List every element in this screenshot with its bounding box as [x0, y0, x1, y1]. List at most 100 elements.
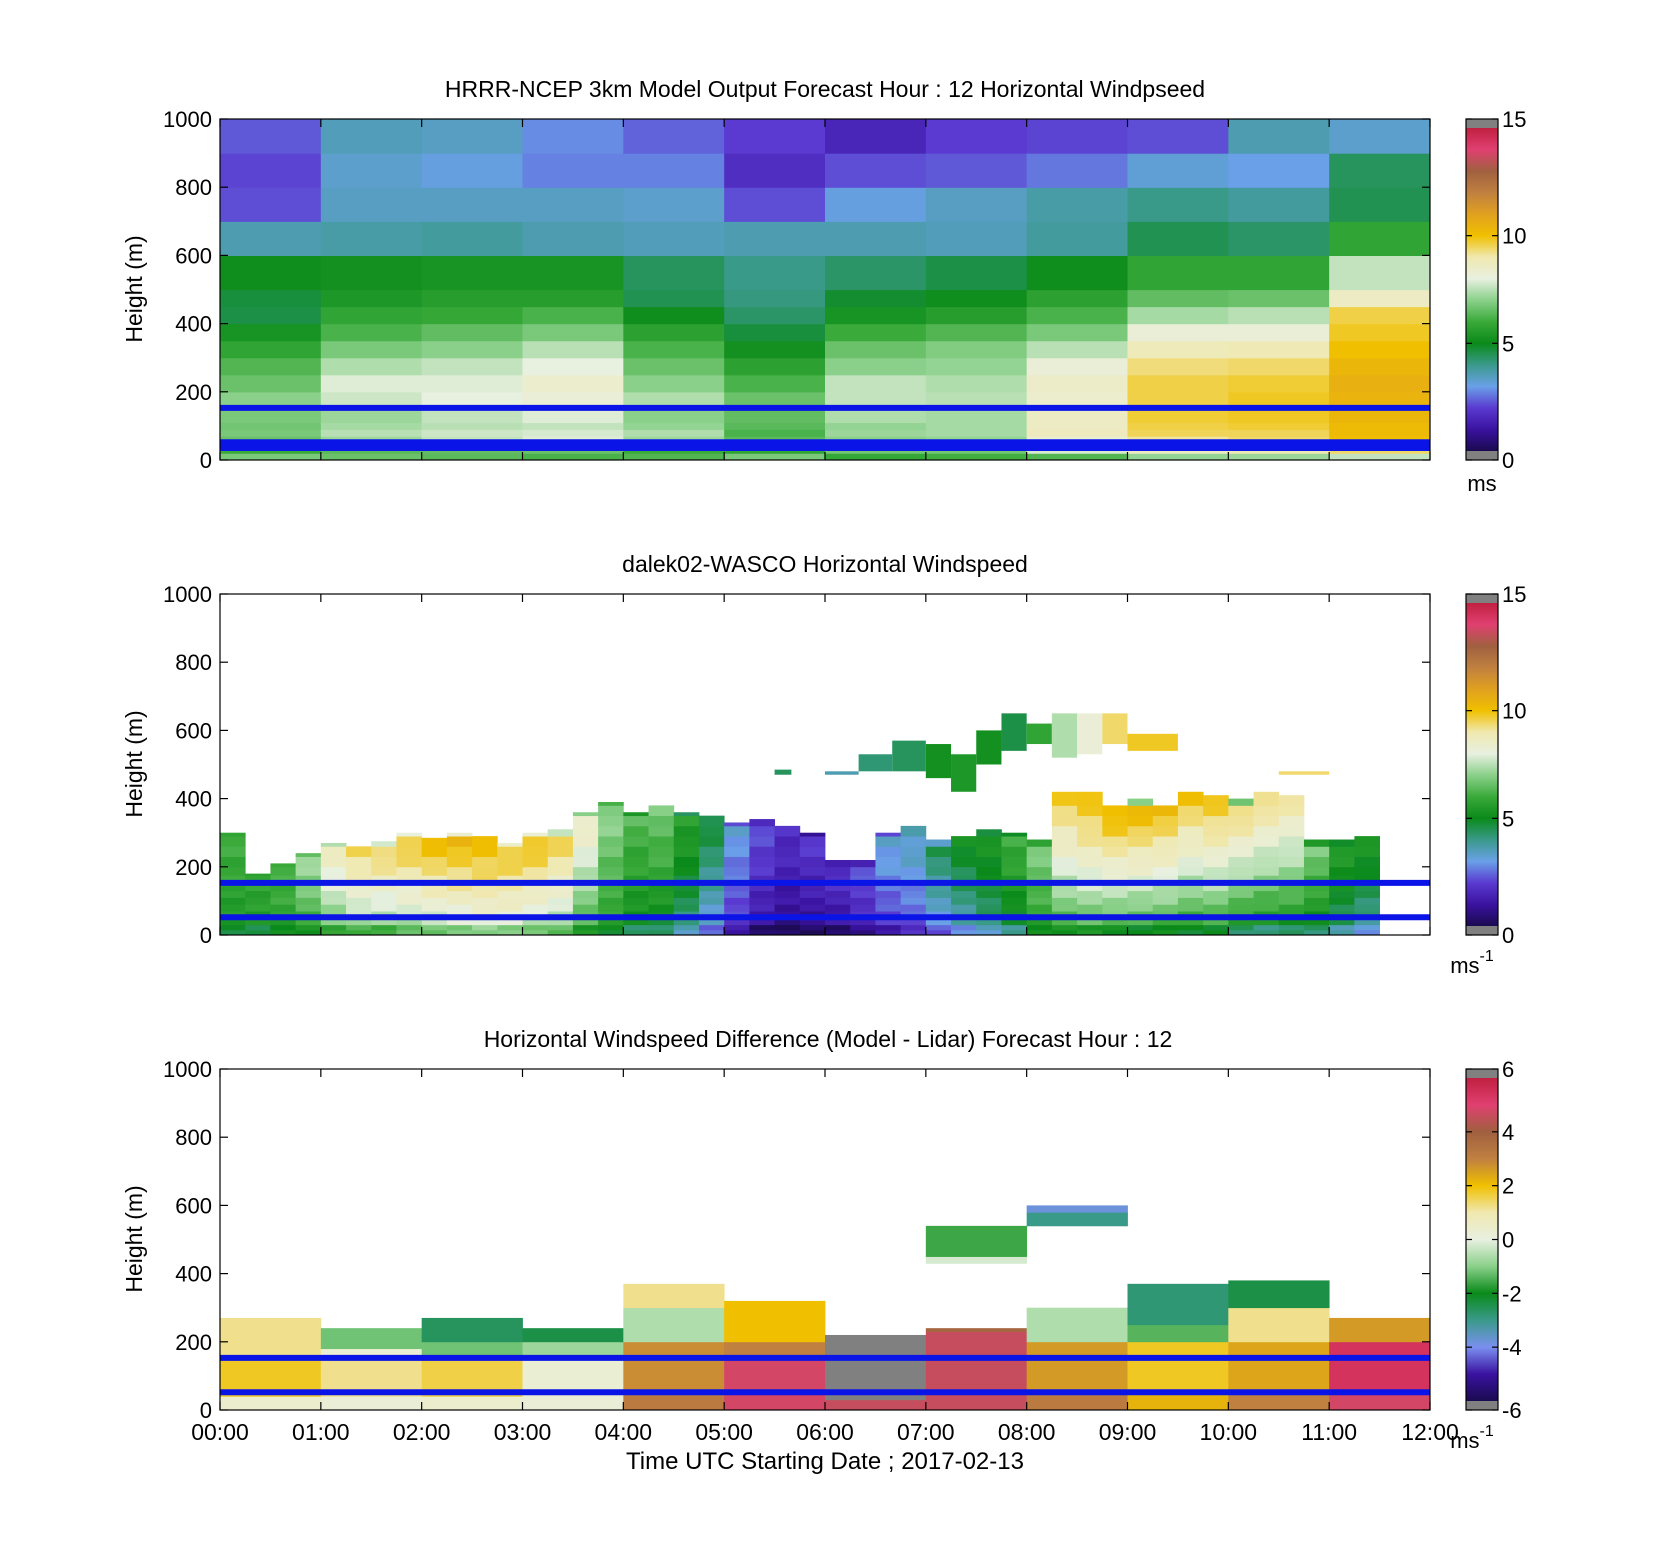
- lidar-cell: [951, 846, 977, 857]
- lidar-cell: [1051, 846, 1078, 857]
- lidar-cell: [900, 866, 927, 876]
- lidar-cell: [774, 856, 801, 868]
- lidar-cell: [1051, 815, 1078, 827]
- model-cell: [522, 187, 624, 222]
- lidar-cell: [1203, 805, 1229, 817]
- lidar-cell: [421, 924, 448, 931]
- lidar-cell: [421, 883, 448, 892]
- lidar-cell: [976, 883, 1002, 892]
- lidar-cell: [951, 929, 977, 935]
- lidar-cell: [446, 875, 473, 885]
- lidar-cell: [951, 924, 977, 931]
- colorbar-tick-label: 15: [1502, 107, 1526, 132]
- lidar-cell: [522, 917, 549, 926]
- lidar-cell: [1177, 805, 1204, 817]
- lidar-cell: [774, 875, 801, 885]
- lidar-cell: [1228, 805, 1254, 817]
- x-tick-label: 12:00: [1401, 1419, 1459, 1445]
- lidar-cell: [1177, 825, 1204, 837]
- lidar-cell: [1127, 846, 1154, 857]
- lidar-cell: [1354, 917, 1380, 926]
- lidar-cell: [1253, 846, 1280, 857]
- lidar-cell: [270, 890, 297, 898]
- model-cell: [925, 323, 1028, 342]
- panel-lidar-colorbar: 0 5 10 15 ms-1: [1450, 582, 1526, 978]
- lidar-cell: [547, 904, 574, 912]
- model-cell: [925, 357, 1028, 376]
- lidar-cell: [1051, 836, 1078, 847]
- lidar-cell: [673, 917, 700, 926]
- lidar-cell: [673, 815, 700, 827]
- lidar-cell: [1228, 924, 1254, 931]
- lidar-cell: [698, 825, 725, 837]
- lidar-cell: [1354, 836, 1380, 847]
- lidar-cell: [951, 897, 977, 905]
- lidar-cell: [1026, 917, 1053, 926]
- lidar-cell: [371, 846, 397, 857]
- lidar-cell: [1303, 883, 1330, 892]
- colorbar-unit-exponent: -1: [1480, 948, 1494, 965]
- lidar-cell: [346, 897, 372, 905]
- model-cell: [421, 422, 524, 430]
- lidar-cell: [572, 917, 599, 926]
- model-cell: [1329, 429, 1430, 437]
- lidar-cell: [1026, 839, 1053, 847]
- model-cell: [925, 119, 1028, 154]
- lidar-cell: [446, 924, 473, 931]
- lidar-cell: [774, 897, 801, 905]
- lidar-cell: [598, 883, 624, 892]
- model-cell: [825, 357, 927, 376]
- lidar-cell: [976, 924, 1002, 931]
- x-tick-label: 01:00: [292, 1419, 350, 1445]
- model-cell: [925, 340, 1028, 359]
- lidar-cell: [875, 832, 902, 837]
- lidar-cell: [1177, 836, 1204, 847]
- lidar-cell: [1278, 815, 1305, 827]
- model-cell: [522, 255, 624, 291]
- model-cell: [825, 453, 927, 460]
- lidar-cell: [522, 832, 549, 837]
- model-cell: [925, 374, 1028, 393]
- panel-lidar-xticks: [219, 594, 1431, 935]
- lidar-cell: [1051, 805, 1078, 817]
- model-cell: [522, 453, 624, 460]
- panel-difference-xticks: 00:00 01:00 02:00 03:00 04:00 05:00 06:00 07:00…: [191, 1069, 1459, 1445]
- lidar-cell: [220, 866, 246, 876]
- lidar-cell: [850, 917, 876, 926]
- lidar-cell: [698, 904, 725, 912]
- model-cell: [1026, 306, 1129, 325]
- panel-lidar-title: dalek02-WASCO Horizontal Windspeed: [622, 551, 1028, 577]
- lidar-cell: [371, 856, 397, 868]
- difference-cell: [1329, 1317, 1430, 1343]
- colorbar-tick-label: 0: [1502, 1228, 1514, 1253]
- lidar-cell: [1253, 890, 1280, 898]
- y-tick-label: 600: [175, 243, 212, 268]
- lidar-upper-patch: [925, 744, 952, 779]
- model-cell: [1228, 119, 1330, 154]
- lidar-cell: [825, 897, 851, 905]
- lidar-cell: [925, 866, 952, 876]
- lidar-cell: [497, 904, 523, 912]
- model-cell: [320, 221, 423, 256]
- difference-cell: [220, 1396, 322, 1410]
- lidar-cell: [1253, 805, 1280, 817]
- lidar-cell: [1228, 890, 1254, 898]
- lidar-cell: [547, 917, 574, 926]
- lidar-cell: [396, 929, 423, 935]
- model-cell: [1127, 374, 1229, 393]
- lidar-cell: [1303, 866, 1330, 876]
- lidar-cell: [497, 883, 523, 892]
- lidar-cell: [1253, 791, 1280, 806]
- lidar-cell: [1152, 825, 1179, 837]
- model-cell: [623, 340, 725, 359]
- lidar-cell: [749, 836, 775, 847]
- lidar-cell: [875, 856, 902, 868]
- colorbar-tick-label: 6: [1502, 1057, 1514, 1082]
- lidar-cell: [1001, 832, 1028, 837]
- lidar-cell: [698, 883, 725, 892]
- difference-cell: [925, 1328, 1028, 1332]
- lidar-cell: [572, 812, 599, 817]
- lidar-cell: [220, 846, 246, 857]
- model-cell: [320, 306, 423, 325]
- lidar-cell: [295, 853, 322, 857]
